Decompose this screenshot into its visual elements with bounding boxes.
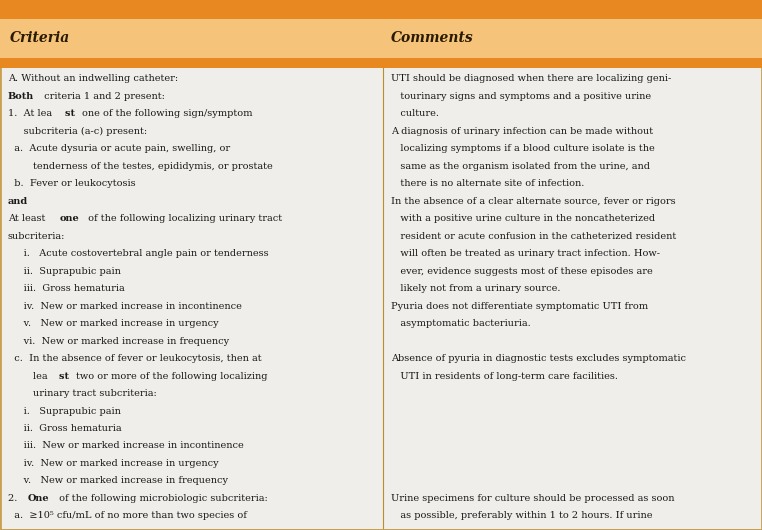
Text: iii.  Gross hematuria: iii. Gross hematuria: [8, 284, 124, 293]
Bar: [0, 0, 762, 19]
Text: culture.: culture.: [391, 109, 439, 118]
Text: one: one: [60, 214, 79, 223]
Text: Pyuria does not differentiate symptomatic UTI from: Pyuria does not differentiate symptomati…: [391, 302, 648, 311]
Text: c.  In the absence of fever or leukocytosis, then at: c. In the absence of fever or leukocytos…: [8, 354, 261, 363]
Text: of the following microbiologic subcriteria:: of the following microbiologic subcriter…: [56, 494, 267, 503]
Text: iv.  New or marked increase in urgency: iv. New or marked increase in urgency: [8, 459, 218, 468]
Text: two or more of the following localizing: two or more of the following localizing: [76, 372, 267, 381]
Text: At least: At least: [8, 214, 48, 223]
Text: UTI should be diagnosed when there are localizing geni-: UTI should be diagnosed when there are l…: [391, 74, 671, 83]
Text: v.   New or marked increase in urgency: v. New or marked increase in urgency: [8, 319, 218, 328]
Text: ever, evidence suggests most of these episodes are: ever, evidence suggests most of these ep…: [391, 267, 653, 276]
Text: 1.  At lea: 1. At lea: [8, 109, 52, 118]
Text: 2.: 2.: [8, 494, 24, 503]
Text: lea: lea: [8, 372, 47, 381]
Text: urinary tract subcriteria:: urinary tract subcriteria:: [8, 389, 156, 398]
Text: subcriteria:: subcriteria:: [8, 232, 65, 241]
Text: v.   New or marked increase in frequency: v. New or marked increase in frequency: [8, 476, 228, 485]
Bar: [0, 19, 762, 58]
Text: likely not from a urinary source.: likely not from a urinary source.: [391, 284, 560, 293]
Text: Comments: Comments: [391, 31, 473, 46]
Text: and: and: [8, 197, 28, 206]
Text: st: st: [59, 372, 72, 381]
Text: criteria 1 and 2 present:: criteria 1 and 2 present:: [41, 92, 165, 101]
Text: iv.  New or marked increase in incontinence: iv. New or marked increase in incontinen…: [8, 302, 242, 311]
Text: UTI in residents of long-term care facilities.: UTI in residents of long-term care facil…: [391, 372, 618, 381]
Text: a.  Acute dysuria or acute pain, swelling, or: a. Acute dysuria or acute pain, swelling…: [8, 144, 230, 153]
Text: localizing symptoms if a blood culture isolate is the: localizing symptoms if a blood culture i…: [391, 144, 655, 153]
Text: ii.  Gross hematuria: ii. Gross hematuria: [8, 424, 121, 433]
Text: Criteria: Criteria: [10, 31, 70, 46]
Text: tenderness of the testes, epididymis, or prostate: tenderness of the testes, epididymis, or…: [8, 162, 272, 171]
Text: asymptomatic bacteriuria.: asymptomatic bacteriuria.: [391, 319, 530, 328]
Text: as possible, preferably within 1 to 2 hours. If urine: as possible, preferably within 1 to 2 ho…: [391, 511, 652, 520]
Text: tourinary signs and symptoms and a positive urine: tourinary signs and symptoms and a posit…: [391, 92, 651, 101]
Text: same as the organism isolated from the urine, and: same as the organism isolated from the u…: [391, 162, 650, 171]
Text: In the absence of a clear alternate source, fever or rigors: In the absence of a clear alternate sour…: [391, 197, 676, 206]
Text: st: st: [65, 109, 78, 118]
Text: A diagnosis of urinary infection can be made without: A diagnosis of urinary infection can be …: [391, 127, 653, 136]
Text: there is no alternate site of infection.: there is no alternate site of infection.: [391, 179, 584, 188]
Text: one of the following sign/symptom: one of the following sign/symptom: [82, 109, 252, 118]
Text: subcriteria (a-c) present:: subcriteria (a-c) present:: [8, 127, 147, 136]
Text: Absence of pyuria in diagnostic tests excludes symptomatic: Absence of pyuria in diagnostic tests ex…: [391, 354, 686, 363]
Text: resident or acute confusion in the catheterized resident: resident or acute confusion in the cathe…: [391, 232, 676, 241]
Text: Urine specimens for culture should be processed as soon: Urine specimens for culture should be pr…: [391, 494, 674, 503]
Text: One: One: [27, 494, 50, 503]
Bar: [0, 58, 762, 68]
Text: will often be treated as urinary tract infection. How-: will often be treated as urinary tract i…: [391, 249, 660, 258]
Text: with a positive urine culture in the noncatheterized: with a positive urine culture in the non…: [391, 214, 655, 223]
Text: vi.  New or marked increase in frequency: vi. New or marked increase in frequency: [8, 337, 229, 346]
Text: Both: Both: [8, 92, 34, 101]
Text: of the following localizing urinary tract: of the following localizing urinary trac…: [85, 214, 283, 223]
Text: A. Without an indwelling catheter:: A. Without an indwelling catheter:: [8, 74, 178, 83]
Text: a.  ≥10⁵ cfu/mL of no more than two species of: a. ≥10⁵ cfu/mL of no more than two speci…: [8, 511, 246, 520]
Text: ii.  Suprapubic pain: ii. Suprapubic pain: [8, 267, 120, 276]
Text: i.   Acute costovertebral angle pain or tenderness: i. Acute costovertebral angle pain or te…: [8, 249, 268, 258]
Text: i.   Suprapubic pain: i. Suprapubic pain: [8, 407, 120, 416]
Text: iii.  New or marked increase in incontinence: iii. New or marked increase in incontine…: [8, 441, 243, 450]
Text: b.  Fever or leukocytosis: b. Fever or leukocytosis: [8, 179, 135, 188]
